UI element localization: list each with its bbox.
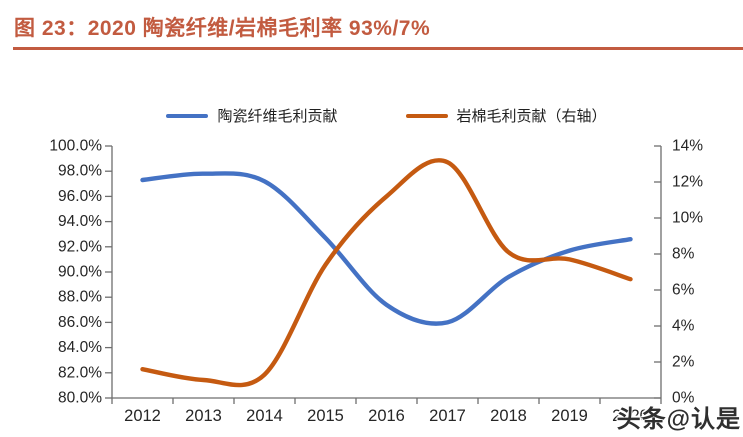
right-axis-tick-label: 2% xyxy=(672,354,695,371)
watermark: 头条@认是 xyxy=(616,406,741,433)
chart-legend: 陶瓷纤维毛利贡献 岩棉毛利贡献（右轴） xyxy=(112,105,661,126)
right-axis-tick-label: 12% xyxy=(672,174,703,191)
x-axis-category-label: 2019 xyxy=(551,407,588,425)
left-axis-tick-label: 92.0% xyxy=(58,238,102,255)
x-axis-category-label: 2020 xyxy=(612,407,649,425)
left-axis-tick-label: 80.0% xyxy=(58,390,102,407)
legend-line-swatch-orange xyxy=(405,113,448,118)
x-axis-category-label: 2017 xyxy=(429,407,466,425)
right-axis-tick-label: 4% xyxy=(672,318,695,335)
legend-label-ceramic-fiber: 陶瓷纤维毛利贡献 xyxy=(217,108,338,125)
x-axis-category-label: 2018 xyxy=(490,407,527,425)
right-axis-tick-label: 10% xyxy=(672,210,703,227)
legend-item-rockwool: 岩棉毛利贡献（右轴） xyxy=(405,105,607,126)
left-axis-tick-label: 100.0% xyxy=(49,138,102,155)
right-axis-tick-label: 8% xyxy=(672,246,695,263)
title-underline xyxy=(13,47,743,50)
left-axis-tick-label: 88.0% xyxy=(58,289,102,306)
x-axis-category-label: 2016 xyxy=(368,407,405,425)
legend-label-rockwool: 岩棉毛利贡献（右轴） xyxy=(456,108,607,125)
left-axis-tick-label: 86.0% xyxy=(58,314,102,331)
right-axis-tick-label: 0% xyxy=(672,390,695,407)
left-axis-tick-label: 96.0% xyxy=(58,188,102,205)
left-axis-tick-label: 84.0% xyxy=(58,339,102,356)
left-axis-tick-label: 90.0% xyxy=(58,264,102,281)
legend-item-ceramic-fiber: 陶瓷纤维毛利贡献 xyxy=(166,105,338,126)
right-axis-tick-label: 6% xyxy=(672,282,695,299)
rockwool-line-series xyxy=(140,158,633,388)
left-axis-tick-label: 82.0% xyxy=(58,364,102,381)
x-axis-category-label: 2013 xyxy=(185,407,222,425)
x-axis-category-label: 2015 xyxy=(307,407,344,425)
legend-line-swatch-blue xyxy=(166,113,209,118)
x-axis-category-label: 2014 xyxy=(246,407,283,425)
x-axis-category-label: 2012 xyxy=(124,407,161,425)
left-axis-tick-label: 98.0% xyxy=(58,163,102,180)
left-axis-tick-label: 94.0% xyxy=(58,213,102,230)
figure-title: 图 23：2020 陶瓷纤维/岩棉毛利率 93%/7% xyxy=(14,17,431,40)
right-axis-tick-label: 14% xyxy=(672,138,703,155)
